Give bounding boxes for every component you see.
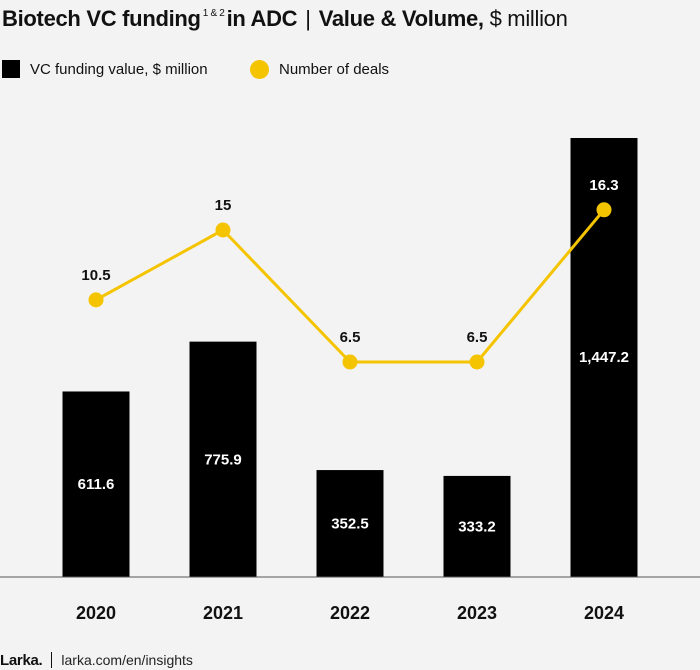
deals-point-2024 (596, 202, 612, 218)
chart-plot: 611.6 775.9 352.5 333.2 1,447.2 10.5 15 6.5 6.5 1… (0, 138, 700, 623)
legend-bar-label: VC funding value, $ million (30, 60, 208, 78)
deals-point-2021 (215, 222, 231, 238)
deals-value-label-2024: 16.3 (589, 177, 618, 194)
bar-value-label-2023: 333.2 (458, 518, 496, 535)
bar-value-label-2020: 611.6 (78, 476, 115, 493)
deals-point-2020 (88, 292, 104, 308)
title-subtitle: Value & Volume, (318, 6, 484, 31)
footer-url: larka.com/en/insights (61, 652, 193, 668)
legend-item-line: Number of deals (250, 60, 389, 79)
deals-value-label-2023: 6.5 (467, 329, 488, 346)
bar-value-label-2022: 352.5 (331, 516, 369, 533)
title-main-rest: in ADC (226, 6, 298, 31)
deals-value-label-2021: 15 (215, 197, 232, 214)
legend-line-label: Number of deals (279, 61, 390, 78)
x-tick-label-2023: 2023 (457, 603, 497, 623)
bar-value-label-2021: 775.9 (204, 451, 242, 468)
bar-value-label-2024: 1,447.2 (579, 349, 629, 366)
title-footnote-marker: 1 & 2 (202, 8, 225, 19)
title-main: Biotech VC funding (2, 6, 201, 31)
chart-legend: VC funding value, $ million Number of de… (0, 60, 700, 82)
footer: Larka. larka.com/en/insights (0, 650, 193, 670)
deals-value-label-2020: 10.5 (81, 267, 110, 284)
footer-divider (51, 652, 53, 668)
brand-logo: Larka. (0, 651, 43, 669)
x-tick-label-2022: 2022 (330, 603, 370, 623)
bar-2022 (316, 470, 384, 577)
title-separator: | (305, 6, 311, 31)
legend-bar-swatch (2, 60, 20, 78)
bar-2020 (62, 391, 130, 577)
bar-2021 (189, 341, 257, 577)
legend-line-swatch (250, 60, 269, 79)
deals-value-label-2022: 6.5 (340, 329, 361, 346)
x-tick-label-2021: 2021 (203, 603, 243, 623)
chart-title: Biotech VC funding 1 & 2in ADC | Value & Vo… (2, 6, 568, 32)
x-tick-label-2020: 2020 (76, 603, 116, 623)
bar-2023 (443, 475, 511, 577)
legend-item-bars: VC funding value, $ million (2, 60, 208, 78)
deals-point-2023 (469, 354, 485, 370)
title-unit: $ million (489, 6, 568, 31)
deals-point-2022 (342, 354, 358, 370)
x-tick-label-2024: 2024 (584, 603, 624, 623)
